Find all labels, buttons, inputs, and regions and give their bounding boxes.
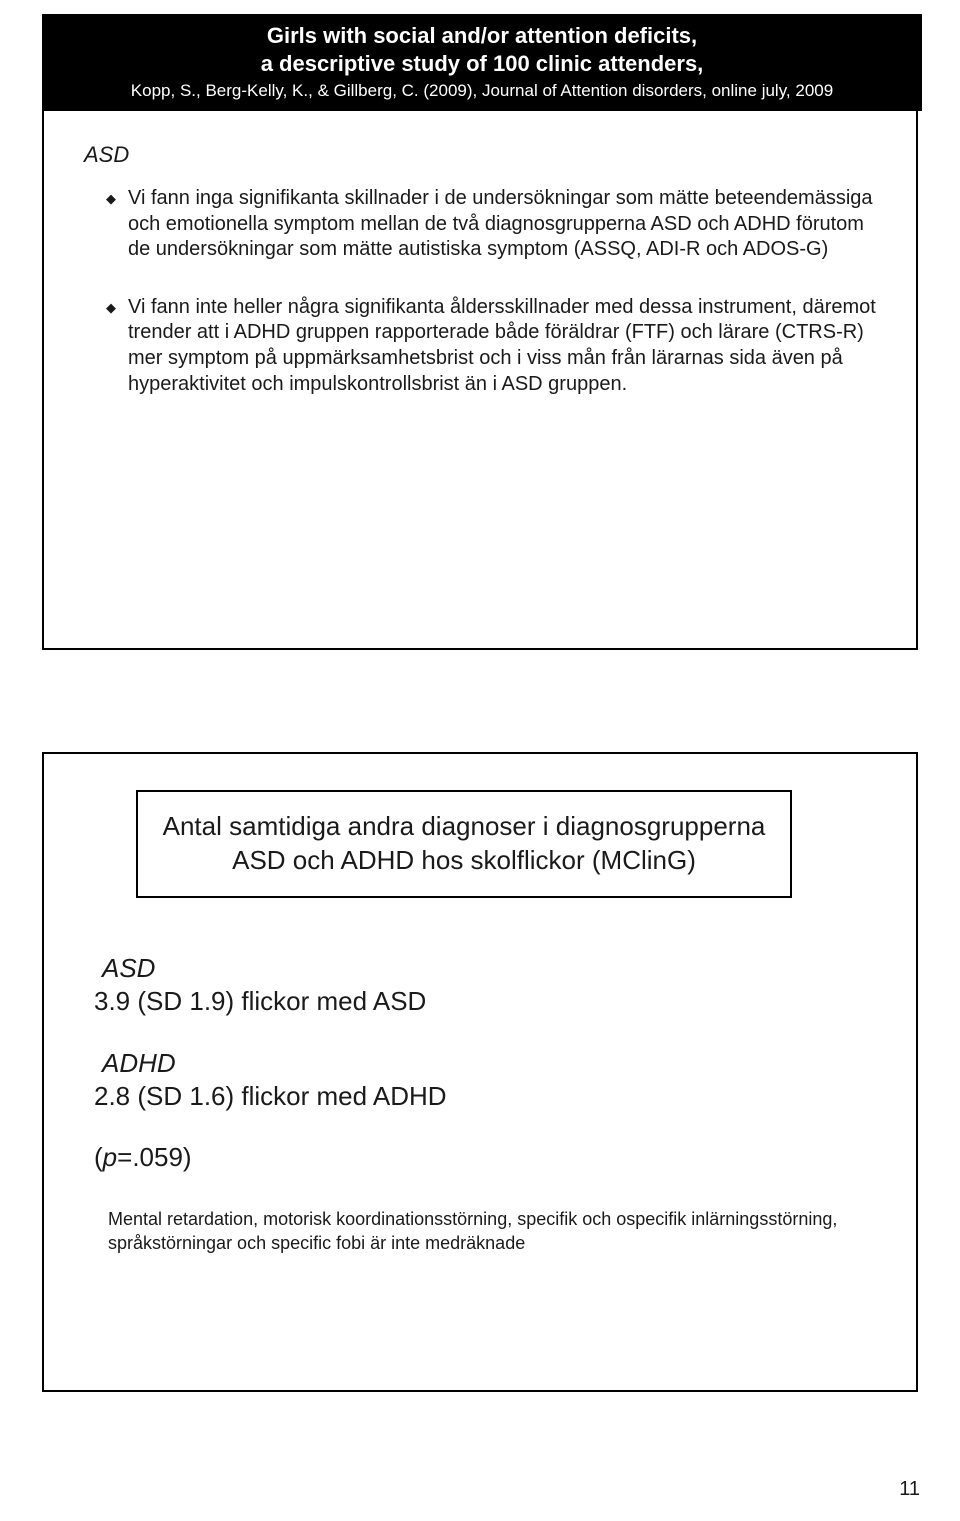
slide2-body: ASD 3.9 (SD 1.9) flickor med ASD ADHD 2.… bbox=[94, 952, 866, 1255]
group-value: 3.9 (SD 1.9) flickor med ASD bbox=[94, 985, 866, 1018]
bullet-text: Vi fann inga signifikanta skillnader i d… bbox=[128, 186, 876, 263]
slide1-header: Girls with social and/or attention defic… bbox=[42, 14, 922, 111]
slide1-body: ASD ◆ Vi fann inga signifikanta skillnad… bbox=[84, 142, 876, 429]
bullet-text: Vi fann inte heller några signifikanta å… bbox=[128, 295, 876, 397]
bullet-item: ◆ Vi fann inte heller några signifikanta… bbox=[106, 295, 876, 397]
bullet-item: ◆ Vi fann inga signifikanta skillnader i… bbox=[106, 186, 876, 263]
slide1-subtitle: a descriptive study of 100 clinic attend… bbox=[58, 50, 906, 78]
slide2-footnote: Mental retardation, motorisk koordinatio… bbox=[94, 1208, 866, 1255]
p-rest: =.059) bbox=[117, 1142, 191, 1172]
page-number: 11 bbox=[899, 1478, 920, 1501]
group-adhd: ADHD 2.8 (SD 1.6) flickor med ADHD bbox=[94, 1047, 866, 1114]
group-value: 2.8 (SD 1.6) flickor med ADHD bbox=[94, 1080, 866, 1113]
diamond-bullet-icon: ◆ bbox=[106, 295, 128, 397]
group-label: ADHD bbox=[94, 1047, 866, 1080]
slide1-citation: Kopp, S., Berg-Kelly, K., & Gillberg, C.… bbox=[58, 80, 906, 101]
slide1-section-label: ASD bbox=[84, 142, 876, 168]
diamond-bullet-icon: ◆ bbox=[106, 186, 128, 263]
slide2-title: Antal samtidiga andra diagnoser i diagno… bbox=[163, 811, 766, 875]
p-symbol: p bbox=[103, 1142, 117, 1172]
group-label: ASD bbox=[94, 952, 866, 985]
slide-1: Girls with social and/or attention defic… bbox=[42, 14, 918, 650]
group-asd: ASD 3.9 (SD 1.9) flickor med ASD bbox=[94, 952, 866, 1019]
p-value: (p=.059) bbox=[94, 1141, 866, 1174]
slide1-title: Girls with social and/or attention defic… bbox=[58, 22, 906, 50]
slide-2: Antal samtidiga andra diagnoser i diagno… bbox=[42, 752, 918, 1392]
slide2-title-box: Antal samtidiga andra diagnoser i diagno… bbox=[136, 790, 792, 898]
